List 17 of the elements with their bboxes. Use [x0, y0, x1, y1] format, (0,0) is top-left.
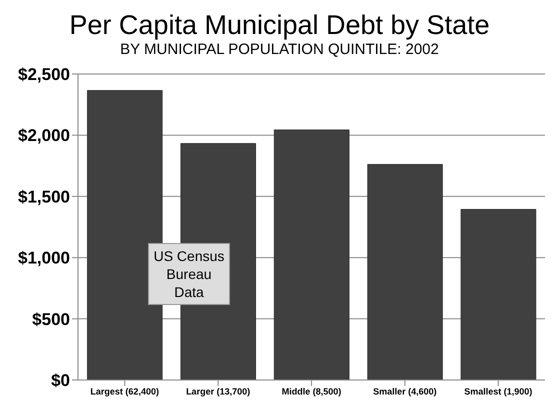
y-tick-label: $1,500	[18, 187, 70, 206]
y-tick-label: $2,000	[18, 126, 70, 146]
x-tick-label: Smaller (4,600)	[373, 386, 437, 396]
bar	[367, 164, 443, 380]
x-tick-label: Largest (62,400)	[90, 386, 159, 396]
chart-subtitle: BY MUNICIPAL POPULATION QUINTILE: 2002	[119, 40, 440, 60]
y-tick-label: $500	[32, 310, 70, 329]
x-tick-label: Larger (13,700)	[186, 386, 250, 396]
y-tick-label: $2,500	[18, 65, 70, 84]
y-tick-label: $0	[51, 371, 70, 390]
x-tick-label: Smallest (1,900)	[464, 386, 532, 396]
annotation: US Census Bureau Data	[148, 243, 230, 305]
y-tick-label: $1,000	[18, 248, 70, 268]
chart-title: Per Capita Municipal Debt by State	[68, 9, 491, 40]
bar	[460, 209, 536, 380]
x-tick-label: Middle (8,500)	[282, 386, 342, 396]
bar	[274, 130, 350, 380]
